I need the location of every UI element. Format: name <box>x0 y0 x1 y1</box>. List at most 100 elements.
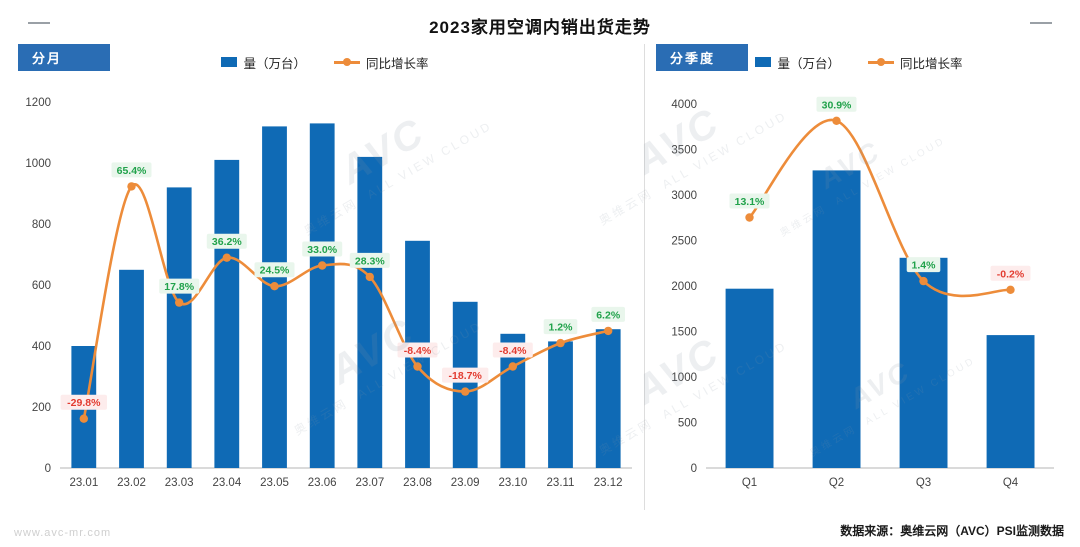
x-tick-label: 23.12 <box>594 477 623 489</box>
legend-growth: 同比增长率 <box>334 53 429 72</box>
y-tick-label: 800 <box>32 219 51 231</box>
pct-label-bg <box>816 96 857 112</box>
y-tick-label: 600 <box>32 280 51 292</box>
pct-label-bg <box>159 278 200 294</box>
line-marker <box>508 362 517 371</box>
quarterly-panel: 分季度 量（万台） 同比增长率 0 500 1000 1500 2000 2500 3000… <box>648 42 1070 520</box>
x-tick-label: 23.06 <box>308 477 337 489</box>
pct-label: -29.8% <box>67 397 101 409</box>
line-marker <box>127 182 136 191</box>
pct-label: 65.4% <box>117 165 147 177</box>
y-tick-label: 1000 <box>25 158 51 170</box>
y-tick-label: 3000 <box>671 190 697 202</box>
x-tick-label: Q2 <box>829 477 844 489</box>
pct-label-bg <box>349 252 390 268</box>
title-accent-line-right <box>1030 22 1052 24</box>
line-swatch-icon <box>868 58 894 66</box>
line-marker <box>604 326 613 336</box>
pct-label: -18.7% <box>449 370 483 382</box>
x-tick-label: Q4 <box>1003 477 1019 489</box>
line-marker <box>365 272 374 282</box>
legend-growth-label: 同比增长率 <box>900 56 963 71</box>
y-tick-label: 4000 <box>671 99 697 111</box>
x-tick-label: 23.08 <box>403 477 432 489</box>
y-tick-label: 0 <box>45 463 51 475</box>
bar <box>812 170 861 468</box>
line-marker <box>832 116 841 125</box>
line-marker <box>413 362 422 371</box>
charts-container: 分月 量（万台） 同比增长率 0 200 400 600 800 1000 1200 23.0… <box>0 42 1080 520</box>
growth-line <box>82 183 610 421</box>
pct-label: 24.5% <box>260 265 290 277</box>
pct-label-bg <box>111 162 152 178</box>
bar <box>262 126 287 469</box>
pct-label: 30.9% <box>822 99 852 111</box>
line-marker <box>222 253 231 262</box>
legend-volume: 量（万台） <box>755 53 840 72</box>
title-accent-line-left <box>28 22 50 24</box>
line-marker <box>919 276 928 286</box>
line-marker <box>1006 285 1015 294</box>
bar <box>899 257 948 468</box>
x-tick-label: 23.01 <box>69 477 98 489</box>
bar <box>725 288 774 468</box>
line-marker <box>556 338 565 348</box>
y-tick-label: 1000 <box>671 372 697 384</box>
line-marker <box>270 282 279 291</box>
y-tick-label: 500 <box>678 418 697 430</box>
bar-swatch-icon <box>221 57 238 67</box>
pct-label-bg <box>302 241 343 257</box>
bar <box>548 341 573 468</box>
monthly-panel: 分月 量（万台） 同比增长率 0 200 400 600 800 1000 1200 23.0… <box>10 42 640 520</box>
x-tick-label: 23.10 <box>498 477 527 489</box>
line-marker <box>175 298 184 307</box>
pct-label: -8.4% <box>499 345 527 357</box>
pct-label-bg <box>492 342 533 358</box>
x-tick-label: Q1 <box>742 477 757 489</box>
pct-label: 28.3% <box>355 255 385 267</box>
x-tick-label: 23.02 <box>117 477 146 489</box>
y-tick-label: 1500 <box>671 327 697 339</box>
bar <box>357 156 383 468</box>
pct-label-bg <box>591 306 625 322</box>
title-row: 2023家用空调内销出货走势 <box>0 0 1080 40</box>
website-url: www.avc-mr.com <box>14 527 112 539</box>
y-tick-label: 200 <box>32 402 51 414</box>
pct-label: 17.8% <box>164 281 194 293</box>
line-marker <box>745 213 754 222</box>
bar <box>595 329 621 468</box>
pct-label-bg <box>729 193 770 209</box>
y-tick-label: 2500 <box>671 236 697 248</box>
line-marker <box>318 261 327 270</box>
y-tick-label: 1200 <box>25 97 51 109</box>
pct-label-bg <box>906 257 941 273</box>
pct-label: -8.4% <box>404 345 432 357</box>
bar <box>309 123 335 469</box>
y-tick-label: 2000 <box>671 281 697 293</box>
pct-label-bg <box>254 262 295 278</box>
pct-label: 13.1% <box>735 196 765 208</box>
line-marker <box>461 387 470 396</box>
x-tick-label: 23.05 <box>260 477 289 489</box>
legend-volume-label: 量（万台） <box>777 56 840 71</box>
pct-label-bg <box>990 265 1031 281</box>
page-title: 2023家用空调内销出货走势 <box>429 18 651 37</box>
quarterly-legend: 量（万台） 同比增长率 <box>648 42 1070 74</box>
bar <box>119 269 144 469</box>
monthly-chart: 0 200 400 600 800 1000 1200 23.01 23.02 23.03 23.0… <box>25 97 632 489</box>
data-source-note: 数据来源：奥维云网（AVC）PSI监测数据 <box>840 524 1064 538</box>
bar-swatch-icon <box>755 57 772 67</box>
pct-label-bg <box>442 367 489 383</box>
bar <box>452 301 478 468</box>
pct-label: 1.2% <box>549 322 574 334</box>
legend-volume: 量（万台） <box>221 53 306 72</box>
pct-label-bg <box>206 233 247 249</box>
x-tick-label: Q3 <box>916 477 931 489</box>
x-tick-label: 23.09 <box>451 477 480 489</box>
pct-label: 36.2% <box>212 236 242 248</box>
line-swatch-icon <box>334 58 360 66</box>
legend-growth: 同比增长率 <box>868 53 963 72</box>
bar <box>986 335 1035 468</box>
y-tick-label: 400 <box>32 341 51 353</box>
